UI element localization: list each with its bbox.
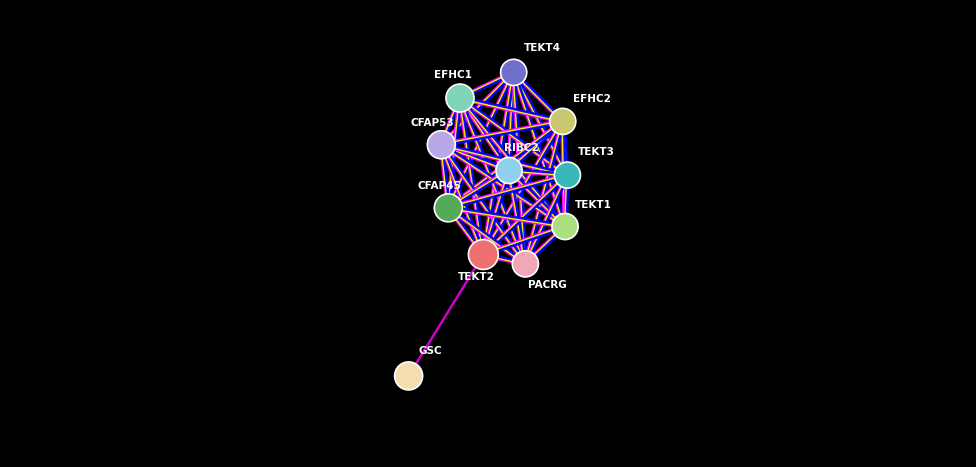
Text: GSC: GSC [419, 347, 442, 356]
Circle shape [501, 59, 527, 85]
Circle shape [434, 194, 463, 222]
Text: RIBC2: RIBC2 [505, 143, 539, 153]
Text: CFAP45: CFAP45 [418, 182, 462, 191]
Circle shape [496, 157, 522, 184]
Text: PACRG: PACRG [528, 280, 566, 290]
Circle shape [446, 84, 474, 112]
Text: TEKT4: TEKT4 [524, 43, 561, 53]
Text: EFHC1: EFHC1 [434, 71, 472, 80]
Circle shape [512, 251, 539, 277]
Circle shape [427, 131, 456, 159]
Text: TEKT1: TEKT1 [575, 200, 612, 210]
Text: CFAP53: CFAP53 [411, 119, 455, 128]
Text: EFHC2: EFHC2 [573, 94, 611, 104]
Text: TEKT3: TEKT3 [578, 148, 615, 157]
Circle shape [552, 213, 578, 240]
Circle shape [554, 162, 581, 188]
Circle shape [394, 362, 423, 390]
Circle shape [468, 240, 499, 269]
Circle shape [549, 108, 576, 134]
Text: TEKT2: TEKT2 [458, 272, 495, 282]
